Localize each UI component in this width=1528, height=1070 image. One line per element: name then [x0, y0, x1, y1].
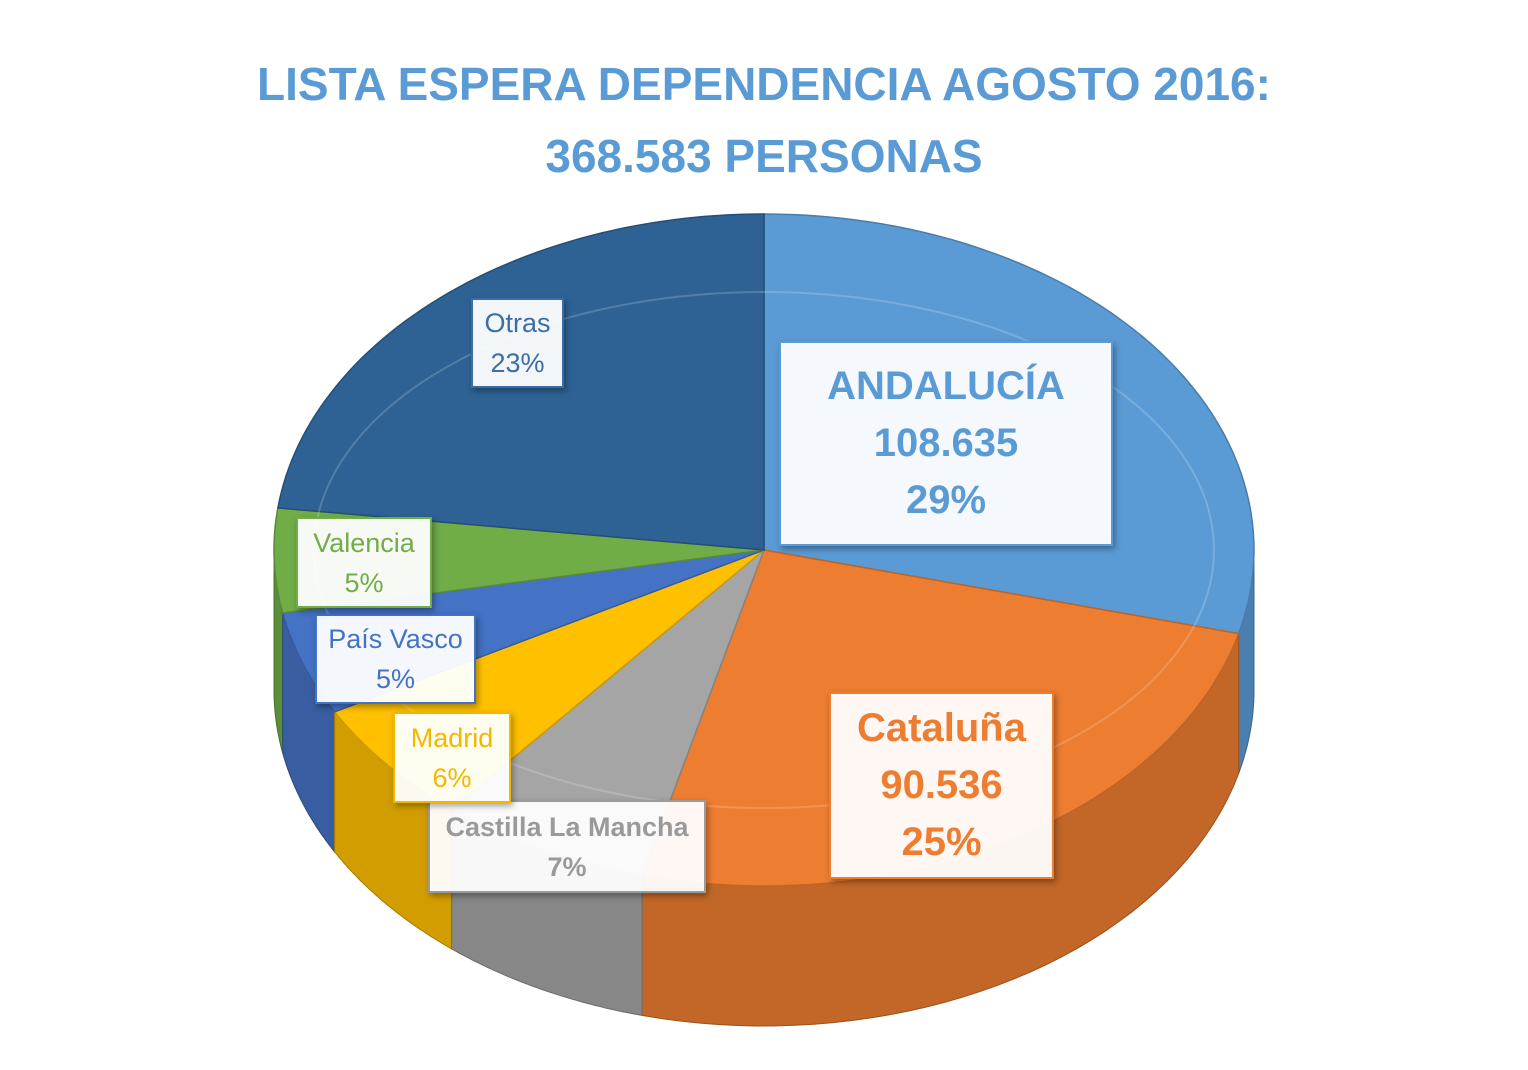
slice-percent-pais-vasco: 5% [375, 664, 416, 694]
data-label-otras: Otras 23% [471, 298, 564, 388]
data-label-castilla-la-mancha: Castilla La Mancha 7% [428, 800, 706, 893]
data-label-valencia: Valencia 5% [296, 517, 432, 608]
slice-label-pais-vasco: País Vasco [328, 624, 463, 654]
slice-percent-andalucia: 29% [905, 478, 987, 522]
slice-percent-castilla-la-mancha: 7% [547, 851, 587, 882]
slice-label-valencia: Valencia [313, 527, 415, 558]
chart-title: LISTA ESPERA DEPENDENCIA AGOSTO 2016: 36… [0, 48, 1528, 192]
data-label-madrid: Madrid 6% [393, 712, 511, 803]
slice-label-castilla-la-mancha: Castilla La Mancha [445, 811, 689, 842]
slice-percent-valencia: 5% [344, 567, 384, 598]
slice-value-andalucia: 108.635 [873, 421, 1019, 465]
data-label-andalucia: ANDALUCÍA 108.635 29% [779, 341, 1113, 546]
slice-value-cataluna: 90.536 [880, 763, 1003, 807]
data-label-cataluna: Cataluña 90.536 25% [829, 692, 1054, 879]
chart-title-line2: 368.583 PERSONAS [545, 130, 983, 182]
slice-label-otras: Otras [484, 308, 551, 338]
slice-percent-otras: 23% [490, 348, 545, 378]
data-label-pais-vasco: País Vasco 5% [315, 614, 476, 704]
slice-label-cataluna: Cataluña [857, 706, 1026, 750]
slice-percent-madrid: 6% [432, 762, 472, 793]
slice-label-madrid: Madrid [410, 722, 494, 753]
chart-title-line1: LISTA ESPERA DEPENDENCIA AGOSTO 2016: [257, 58, 1271, 110]
slice-label-andalucia: ANDALUCÍA [827, 364, 1065, 408]
slice-percent-cataluna: 25% [901, 820, 982, 864]
pie-side-walls [273, 550, 1255, 1027]
